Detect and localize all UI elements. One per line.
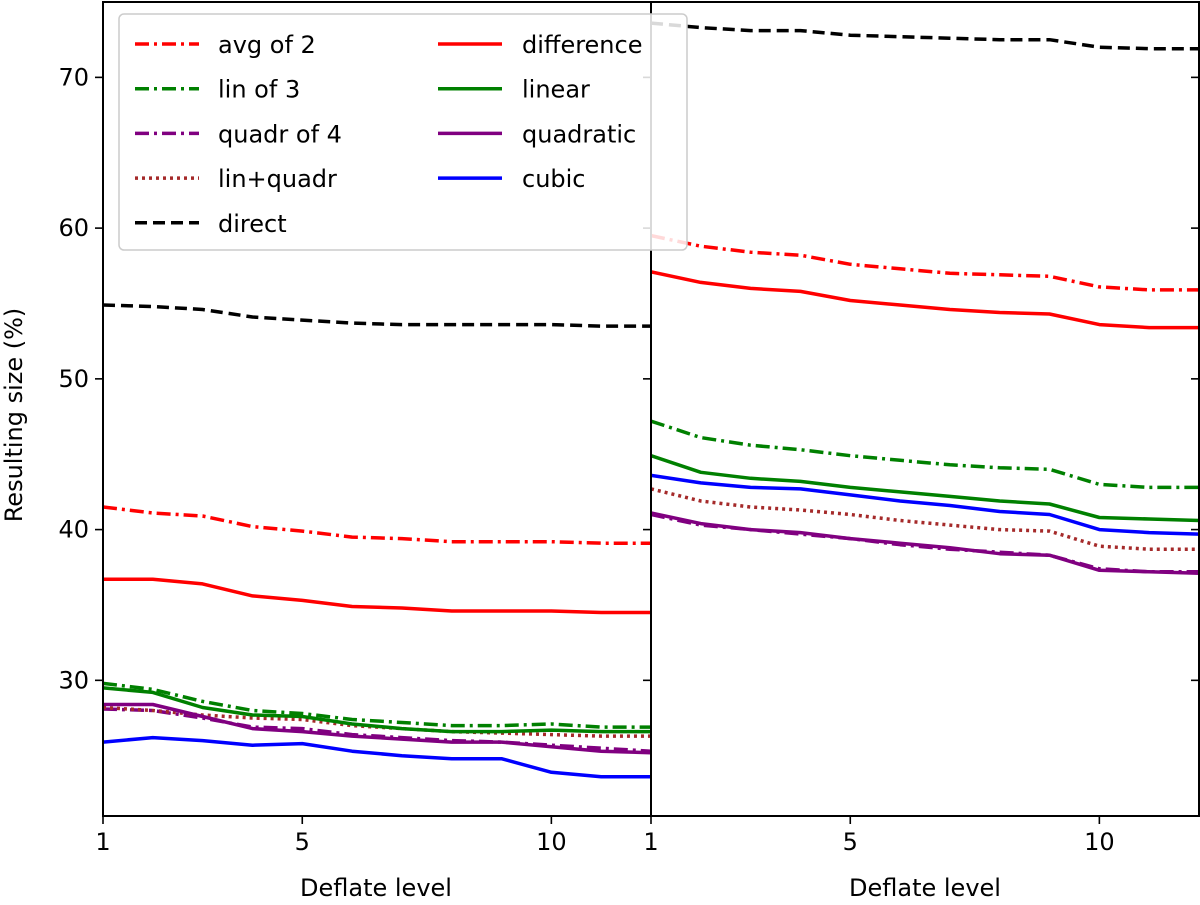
legend-label: lin of 3: [218, 76, 300, 104]
y-tick-label: 40: [58, 516, 89, 544]
legend-label: direct: [218, 210, 287, 238]
legend-label: avg of 2: [218, 31, 316, 59]
legend-box: [118, 13, 688, 251]
legend-label: cubic: [522, 165, 586, 193]
y-axis-label: Resulting size (%): [0, 308, 28, 523]
series-line-linear-right: [651, 454, 1199, 523]
legend-label: difference: [522, 31, 642, 59]
plot-area-right: [651, 21, 1199, 576]
x-axis-label-left: Deflate level: [300, 874, 452, 902]
series-line-direct-left: [103, 303, 651, 328]
series-line-avg-of-2-right: [651, 233, 1199, 292]
y-tick-label: 50: [58, 365, 89, 393]
x-tick-label: 10: [1084, 828, 1115, 856]
legend-label: quadr of 4: [218, 120, 342, 148]
series-line-lin-of-3-right: [651, 419, 1199, 490]
series-line-lin-quadr-right: [651, 487, 1199, 551]
x-tick-label: 1: [95, 828, 110, 856]
x-tick-label: 5: [843, 828, 858, 856]
series-line-linear-left: [103, 686, 651, 734]
x-tick-label: 1: [643, 828, 658, 856]
legend-label: linear: [522, 76, 590, 104]
legend: avg of 2 lin of 3 quadr of 4 lin+quadr direc…: [118, 13, 688, 251]
series-line-lin-of-3-left: [103, 681, 651, 729]
series-line-cubic-left: [103, 735, 651, 779]
series-line-difference-left: [103, 577, 651, 615]
x-axis-label-right: Deflate level: [849, 874, 1001, 902]
x-tick-label: 10: [536, 828, 567, 856]
plot-area-left: [103, 303, 651, 779]
x-tick-label: 5: [295, 828, 310, 856]
series-line-direct-right: [651, 21, 1199, 51]
y-tick-label: 70: [58, 63, 89, 91]
series-line-avg-of-2-left: [103, 505, 651, 545]
legend-label: lin+quadr: [218, 165, 337, 193]
series-line-cubic-right: [651, 473, 1199, 536]
axes-frame-right: [650, 1, 1200, 817]
y-tick-label: 30: [58, 666, 89, 694]
series-line-difference-right: [651, 270, 1199, 330]
series-line-quadratic-right: [651, 511, 1199, 576]
y-tick-label: 60: [58, 214, 89, 242]
legend-label: quadratic: [522, 120, 636, 148]
series-line-quadratic-left: [103, 702, 651, 755]
